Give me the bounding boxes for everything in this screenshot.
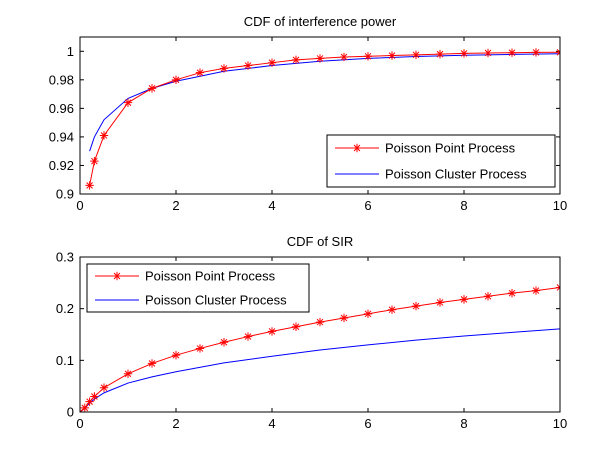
data-point-poisson-point-process [291,322,301,331]
data-point-poisson-point-process [267,58,277,67]
y-tick-label: 0.1 [56,353,74,368]
y-tick-label: 0.92 [49,158,74,173]
data-point-poisson-point-process [483,292,493,301]
data-point-poisson-point-process [99,131,109,140]
data-point-poisson-point-process [171,350,181,360]
data-point-poisson-point-process [507,288,517,298]
subplot-1: CDF of interference power 0 2 4 6 8 10 0.9 0.92 0… [49,14,568,213]
data-point-poisson-point-process [387,51,397,60]
data-point-poisson-point-process [219,338,229,347]
data-point-poisson-point-process [90,392,99,401]
axes-box [79,256,561,413]
data-point-poisson-point-process [219,64,229,73]
data-point-poisson-point-process [147,359,157,368]
data-point-poisson-point-process [507,48,517,57]
legend-box [86,263,310,313]
data-point-poisson-point-process [483,48,493,58]
x-tick-label: 8 [460,198,467,213]
y-tick-label: 0 [67,405,74,420]
data-point-poisson-point-process [411,50,421,60]
y-tick-label: 0.96 [49,101,74,116]
data-point-poisson-point-process [85,397,94,406]
data-point-poisson-point-process [85,181,94,190]
data-point-poisson-point-process [435,298,445,307]
data-point-poisson-point-process [531,48,541,57]
data-point-poisson-point-process [363,309,373,319]
series-line-poisson-cluster-process [80,328,560,412]
series-line-poisson-point-process [89,51,560,186]
x-tick-label: 0 [76,198,83,213]
x-tick-label: 6 [364,416,371,431]
x-tick-label: 8 [460,416,467,431]
data-point-poisson-point-process [363,52,373,61]
x-tick-label: 10 [553,198,567,213]
legend-label-poisson-cluster-process: Poisson Cluster Process [385,167,527,182]
y-tick-label: 0.9 [56,187,74,202]
y-tick-label: 1 [67,44,74,59]
data-point-poisson-point-process [531,286,541,295]
data-point-poisson-point-process [195,344,205,353]
data-point-poisson-point-process [147,84,157,93]
legend-marker-poisson-point-process [352,143,362,153]
y-tick-label: 0.98 [49,72,74,87]
legend-label-poisson-cluster-process: Poisson Cluster Process [145,293,287,308]
legend: Poisson Point Process Poisson Cluster Pro… [326,134,556,188]
data-point-poisson-point-process [243,332,253,341]
data-point-poisson-point-process [339,313,349,323]
x-tick-label: 4 [268,416,275,431]
data-point-poisson-point-process [435,49,445,59]
data-point-poisson-point-process [171,75,181,85]
data-point-poisson-point-process [123,98,133,107]
y-tick-label: 0.94 [49,129,74,144]
data-point-poisson-point-process [99,383,109,392]
legend-marker-poisson-point-process [112,271,122,281]
data-point-poisson-point-process [459,49,469,58]
legend-box [326,134,556,188]
data-point-poisson-point-process [315,317,325,327]
legend: Poisson Point Process Poisson Cluster Pro… [86,263,310,313]
x-tick-label: 10 [553,416,567,431]
data-point-poisson-point-process [195,68,205,77]
legend-label-poisson-point-process: Poisson Point Process [145,269,276,284]
data-point-poisson-point-process [459,295,469,304]
data-point-poisson-point-process [315,54,325,63]
series-group [80,283,560,412]
x-tick-label: 4 [268,198,275,213]
data-point-poisson-point-process [243,61,253,70]
y-tick-label: 0.2 [56,301,74,316]
data-point-poisson-point-process [267,327,277,336]
data-point-poisson-point-process [90,156,99,166]
subplot-2: CDF of SIR 0 2 4 6 8 10 0 0.1 0.2 0.3 Poisson Point… [56,234,567,431]
x-tick-label: 0 [76,416,83,431]
x-tick-label: 6 [364,198,371,213]
x-tick-label: 2 [172,416,179,431]
data-point-poisson-point-process [411,301,421,311]
legend-label-poisson-point-process: Poisson Point Process [385,141,516,156]
data-point-poisson-point-process [123,369,133,378]
data-point-poisson-point-process [387,305,397,314]
data-point-poisson-point-process [80,403,89,412]
chart-title: CDF of SIR [287,234,353,249]
series-group [85,48,560,190]
data-point-poisson-point-process [339,52,349,62]
chart-title: CDF of interference power [244,14,397,29]
y-tick-label: 0.3 [56,250,74,265]
axes-box [79,36,561,195]
data-point-poisson-point-process [291,55,301,65]
x-tick-label: 2 [172,198,179,213]
